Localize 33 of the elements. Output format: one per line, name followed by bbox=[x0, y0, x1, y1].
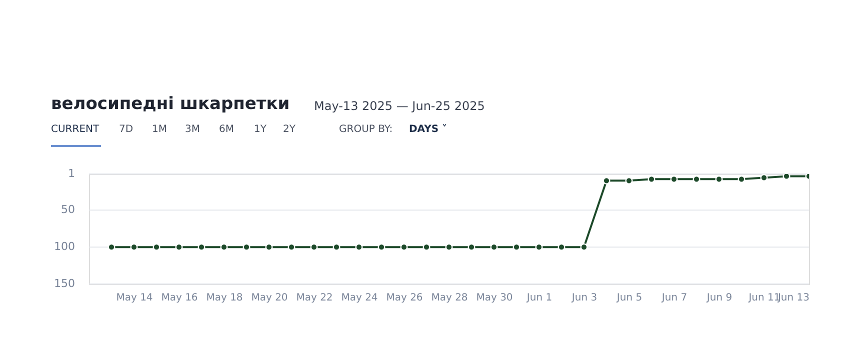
text: GROUP BY: bbox=[339, 124, 393, 135]
x-tick-label: Jun 7 bbox=[660, 292, 688, 304]
x-tick-label: Jun 1 bbox=[526, 292, 552, 304]
x-tick-label: May 30 bbox=[476, 292, 513, 304]
x-tick-label: May 22 bbox=[296, 292, 333, 304]
text: 3M bbox=[185, 124, 200, 135]
text: 1M bbox=[152, 124, 167, 135]
x-tick-label: May 24 bbox=[341, 292, 378, 304]
x-tick-label: May 26 bbox=[386, 292, 423, 304]
x-tick-label: May 16 bbox=[161, 292, 198, 304]
chart-title: велосипедні шкарпетки bbox=[51, 94, 290, 114]
y-tick-label: 100 bbox=[54, 240, 75, 254]
point bbox=[580, 243, 588, 251]
x-tick-label: May 20 bbox=[251, 292, 288, 304]
x-tick-label: Jun 9 bbox=[706, 292, 732, 304]
chart-subtitle: May-13 2025 — Jun-25 2025 bbox=[314, 99, 485, 113]
text: CURRENT bbox=[51, 124, 100, 135]
text: DAYS ˅ bbox=[409, 124, 448, 135]
text: 7D bbox=[119, 124, 134, 135]
text: 2Y bbox=[283, 124, 296, 135]
point bbox=[760, 174, 768, 182]
y-tick-label: 1 bbox=[68, 167, 75, 180]
x-tick-label: May 14 bbox=[116, 292, 153, 304]
point bbox=[782, 174, 790, 180]
text: 1Y bbox=[254, 124, 268, 135]
text: 6M bbox=[219, 124, 234, 135]
x-tick-label: May 18 bbox=[206, 292, 243, 304]
x-tick-label: Jun 3 bbox=[570, 292, 598, 304]
y-tick-label: 50 bbox=[61, 203, 75, 216]
x-tick-label: Jun 13 bbox=[776, 292, 810, 304]
x-tick-label: Jun 5 bbox=[616, 292, 642, 304]
x-tick-label: May 28 bbox=[431, 292, 468, 304]
y-tick-label: 150 bbox=[54, 277, 75, 290]
